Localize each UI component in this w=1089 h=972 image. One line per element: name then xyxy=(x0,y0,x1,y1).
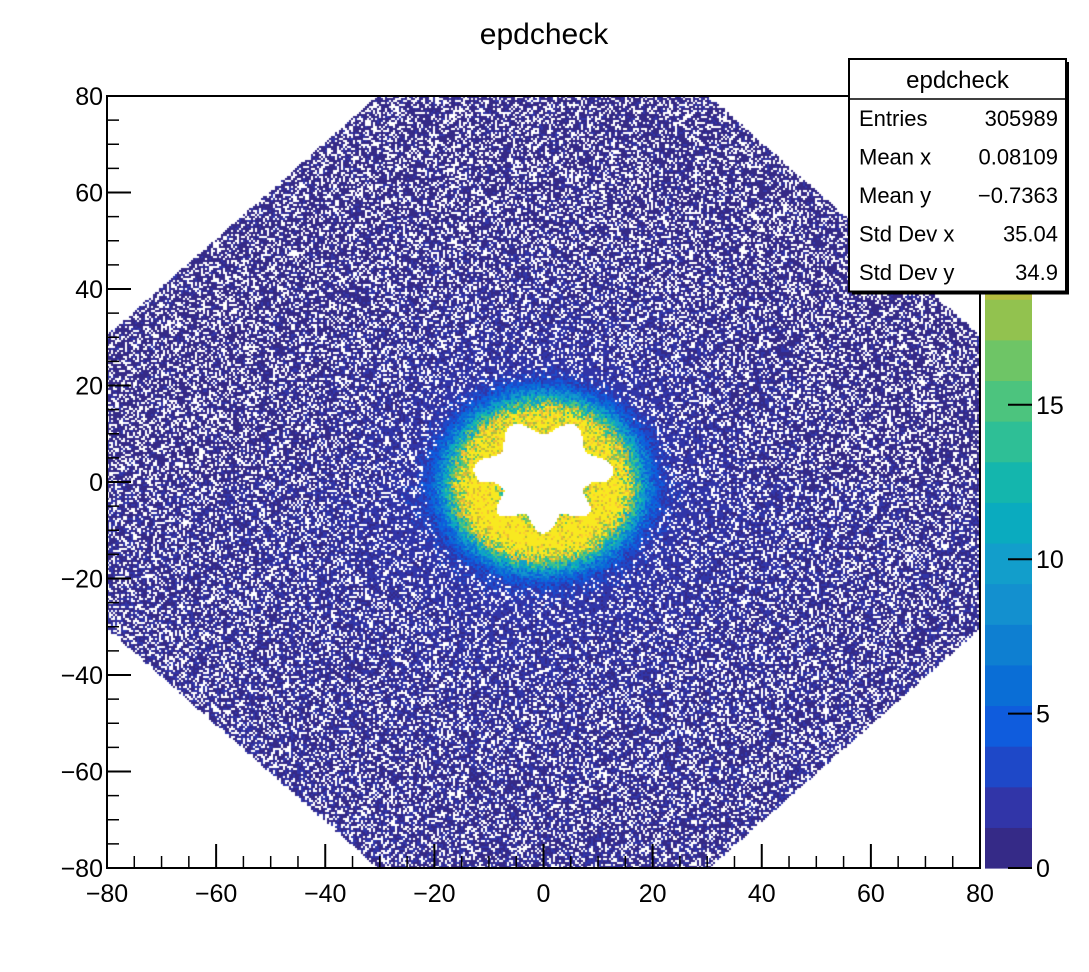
stats-box-frame xyxy=(848,58,1067,293)
z-tick-label: 15 xyxy=(1036,392,1064,420)
color-scale-bin xyxy=(985,542,1032,585)
stats-label: Entries xyxy=(859,106,927,131)
stats-value: 34.9 xyxy=(1015,260,1058,285)
color-scale-bin xyxy=(985,461,1032,503)
color-scale-bin xyxy=(985,786,1032,828)
y-tick-label: −60 xyxy=(61,759,103,787)
x-tick-label: 80 xyxy=(966,880,994,908)
color-scale-bin xyxy=(985,746,1032,788)
stats-label: Mean y xyxy=(859,183,931,208)
stats-label: Std Dev x xyxy=(859,222,954,247)
chart-title: epdcheck xyxy=(480,18,609,51)
x-tick-label: −60 xyxy=(195,880,237,908)
x-tick-label: −20 xyxy=(413,880,455,908)
color-scale-bin xyxy=(985,664,1032,707)
y-tick-label: −40 xyxy=(61,662,103,690)
color-scale-bin xyxy=(985,299,1032,341)
color-scale-bin xyxy=(985,705,1032,747)
stats-value: 0.08109 xyxy=(978,145,1058,170)
y-tick-label: 80 xyxy=(75,83,103,111)
color-scale-bin xyxy=(985,583,1032,625)
z-tick-label: 0 xyxy=(1036,855,1050,883)
color-scale-bin xyxy=(985,380,1032,422)
z-tick-label: 5 xyxy=(1036,701,1050,729)
stats-value: 305989 xyxy=(985,106,1058,131)
x-tick-label: 60 xyxy=(857,880,885,908)
y-tick-label: 40 xyxy=(75,276,103,304)
x-tick-label: −40 xyxy=(304,880,346,908)
stats-value: 35.04 xyxy=(1003,222,1058,247)
heatmap-cells xyxy=(107,96,980,868)
x-tick-label: −80 xyxy=(86,880,128,908)
y-axis: 80 60 40 20 0 −20 −40 −60 −80 xyxy=(61,83,131,883)
y-tick-label: 60 xyxy=(75,180,103,208)
color-scale-bin xyxy=(985,827,1032,869)
color-scale-bin xyxy=(985,502,1032,544)
x-tick-label: 40 xyxy=(748,880,776,908)
plot-area xyxy=(106,95,981,869)
stats-box: epdcheck Entries 305989 Mean x 0.08109 Mean y… xyxy=(848,58,1069,295)
color-scale-bin xyxy=(985,421,1032,463)
x-tick-label: 0 xyxy=(537,880,551,908)
x-tick-label: 20 xyxy=(639,880,667,908)
x-axis: −80 −60 −40 −20 0 20 40 60 80 xyxy=(86,844,994,908)
color-scale-bin xyxy=(985,339,1032,382)
y-tick-label: 20 xyxy=(75,373,103,401)
color-scale-bin xyxy=(985,624,1032,666)
z-tick-label: 10 xyxy=(1036,546,1064,574)
y-tick-label: −80 xyxy=(61,855,103,883)
stats-title: epdcheck xyxy=(906,67,1010,94)
y-tick-label: −20 xyxy=(61,566,103,594)
stats-label: Std Dev y xyxy=(859,260,954,285)
y-tick-label: 0 xyxy=(89,469,103,497)
stats-value: −0.7363 xyxy=(978,183,1058,208)
stats-label: Mean x xyxy=(859,145,931,170)
